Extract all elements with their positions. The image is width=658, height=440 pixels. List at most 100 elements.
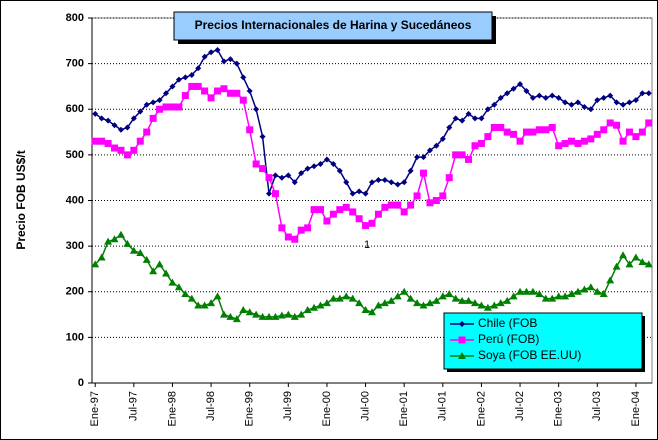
point-marker	[626, 99, 633, 106]
point-marker	[130, 115, 137, 122]
point-marker	[342, 292, 351, 300]
point-marker	[413, 192, 421, 200]
point-marker	[503, 296, 512, 304]
point-marker	[317, 206, 325, 214]
point-marker	[414, 154, 421, 161]
point-marker	[362, 190, 369, 197]
point-marker	[265, 174, 273, 182]
point-marker	[548, 294, 557, 302]
point-marker	[599, 290, 608, 298]
point-marker	[245, 308, 254, 316]
point-marker	[432, 296, 441, 304]
point-marker	[259, 165, 267, 173]
point-marker	[568, 137, 576, 145]
x-tick-label: Jul-01	[437, 391, 449, 421]
point-marker	[137, 108, 144, 115]
point-marker	[355, 215, 363, 223]
point-marker	[271, 190, 279, 198]
point-marker	[201, 87, 209, 95]
point-marker	[388, 179, 395, 186]
point-marker	[516, 137, 524, 145]
point-marker	[375, 176, 382, 183]
point-marker	[394, 201, 402, 209]
point-marker	[561, 292, 570, 300]
point-marker	[233, 89, 241, 97]
point-marker	[252, 310, 261, 318]
point-marker	[581, 103, 588, 110]
point-marker	[549, 92, 556, 99]
point-marker	[613, 121, 621, 129]
point-marker	[311, 163, 318, 170]
point-marker	[374, 301, 383, 309]
point-marker	[639, 90, 646, 97]
point-marker	[555, 94, 562, 101]
point-marker	[433, 142, 440, 149]
point-marker	[297, 226, 305, 234]
point-marker	[394, 181, 401, 188]
point-marker	[291, 179, 298, 186]
point-marker	[336, 167, 343, 174]
point-marker	[606, 276, 615, 284]
point-marker	[304, 224, 312, 232]
point-marker	[446, 124, 453, 131]
point-marker	[91, 260, 100, 268]
legend-marker	[458, 352, 466, 359]
point-marker	[523, 88, 530, 94]
point-marker	[393, 292, 402, 300]
point-marker	[465, 110, 472, 117]
point-marker	[587, 106, 594, 113]
point-marker	[497, 94, 504, 101]
point-marker	[329, 210, 337, 218]
point-marker	[510, 85, 517, 92]
point-marker	[612, 262, 621, 270]
point-marker	[445, 290, 454, 298]
point-marker	[111, 144, 119, 152]
point-marker	[419, 301, 428, 309]
point-marker	[272, 172, 279, 179]
point-marker	[277, 311, 286, 319]
point-marker	[490, 124, 498, 131]
legend-label: Soya (FOB EE.UU)	[478, 348, 581, 362]
point-marker	[522, 287, 531, 295]
point-marker	[561, 139, 569, 147]
point-marker	[323, 156, 330, 163]
point-marker	[432, 197, 440, 204]
point-marker	[452, 151, 460, 159]
point-marker	[304, 165, 311, 172]
point-marker	[645, 90, 652, 97]
point-marker	[477, 139, 485, 147]
point-marker	[220, 85, 228, 93]
point-marker	[105, 117, 112, 124]
point-marker	[613, 99, 620, 106]
point-marker	[246, 88, 253, 94]
point-marker	[470, 299, 479, 307]
point-marker	[123, 151, 131, 159]
point-marker	[355, 299, 364, 307]
point-marker	[156, 97, 163, 104]
point-marker	[214, 46, 221, 53]
point-marker	[509, 292, 518, 300]
point-marker	[400, 287, 409, 295]
point-marker	[150, 99, 157, 106]
point-marker	[220, 58, 227, 65]
point-marker	[439, 135, 446, 142]
point-marker	[207, 94, 215, 102]
point-marker	[136, 248, 145, 256]
point-marker	[425, 299, 434, 307]
point-marker	[619, 251, 628, 259]
point-marker	[188, 72, 195, 79]
point-marker	[484, 106, 491, 113]
x-tick-label: Jul-02	[514, 391, 526, 421]
point-marker	[387, 201, 395, 209]
point-marker	[162, 269, 171, 277]
point-marker	[490, 301, 499, 309]
point-marker	[381, 203, 389, 211]
point-marker	[163, 90, 170, 97]
point-marker	[187, 294, 196, 302]
point-marker	[174, 283, 183, 291]
point-marker	[638, 128, 646, 136]
title-box	[173, 11, 493, 41]
point-marker	[362, 222, 370, 230]
point-marker	[175, 103, 183, 111]
y-tick-label: 500	[66, 149, 84, 161]
